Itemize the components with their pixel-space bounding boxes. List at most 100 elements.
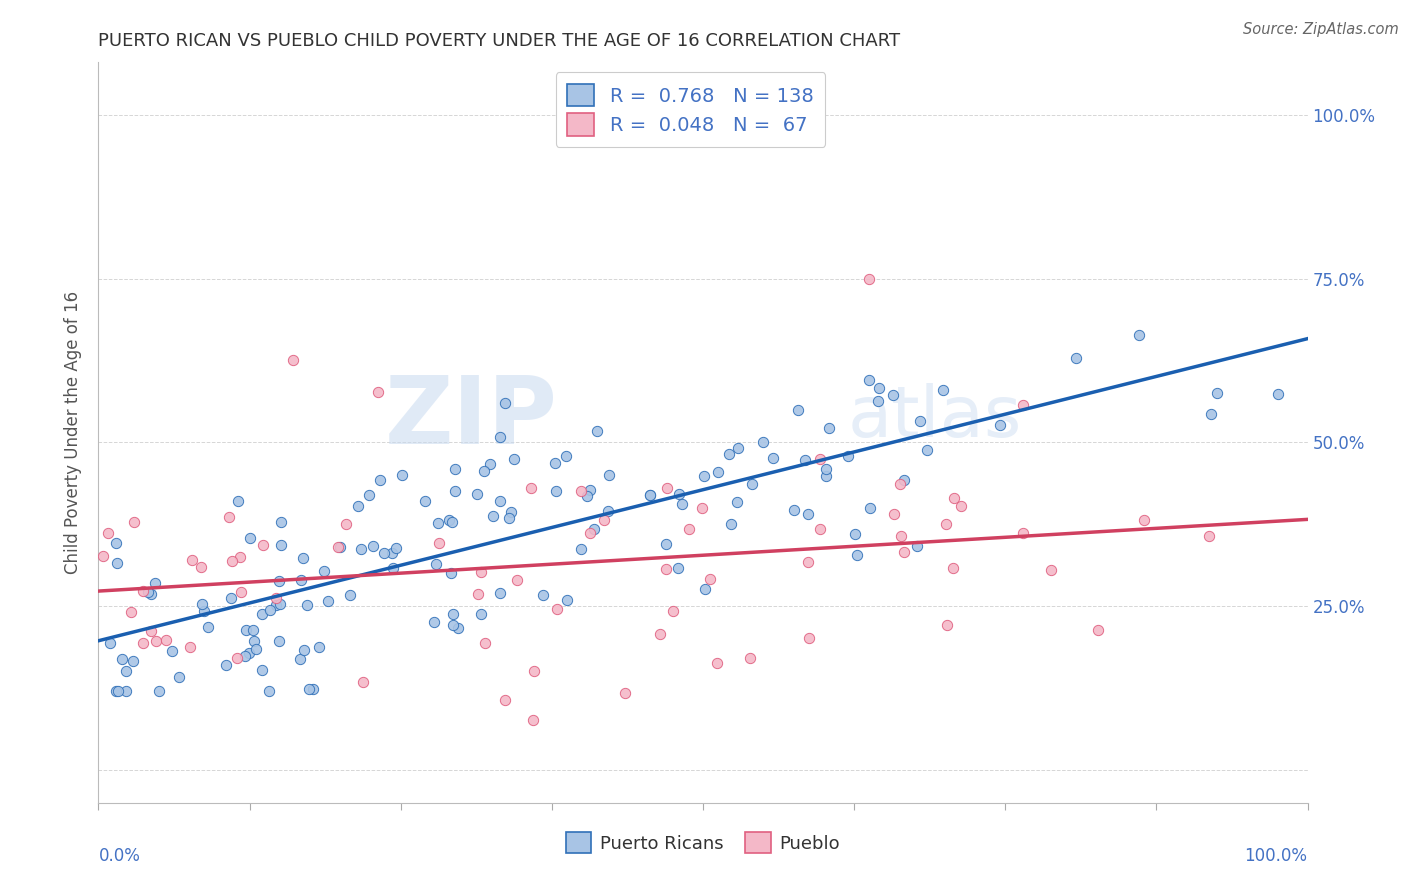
Text: 100.0%: 100.0% <box>1244 847 1308 865</box>
Point <box>239 531 262 545</box>
Point <box>936 617 959 632</box>
Point <box>141 587 163 601</box>
Point <box>269 574 291 588</box>
Point <box>381 546 404 560</box>
Text: PUERTO RICAN VS PUEBLO CHILD POVERTY UNDER THE AGE OF 16 CORRELATION CHART: PUERTO RICAN VS PUEBLO CHILD POVERTY UND… <box>98 32 901 50</box>
Point <box>908 414 931 428</box>
Point <box>640 488 662 502</box>
Point <box>883 507 905 521</box>
Point <box>441 617 464 632</box>
Point <box>373 546 395 560</box>
Point <box>846 548 869 562</box>
Point <box>1133 512 1156 526</box>
Point <box>367 384 389 399</box>
Point <box>474 636 496 650</box>
Point <box>297 598 319 612</box>
Point <box>678 522 700 536</box>
Point <box>671 497 693 511</box>
Point <box>441 516 464 530</box>
Point <box>797 508 820 522</box>
Point <box>120 605 142 619</box>
Point <box>932 384 955 398</box>
Point <box>494 396 516 410</box>
Point <box>143 576 166 591</box>
Point <box>250 607 273 622</box>
Point <box>859 500 882 515</box>
Point <box>110 652 132 666</box>
Point <box>229 549 252 564</box>
Point <box>638 488 661 502</box>
Point <box>115 684 138 698</box>
Point <box>252 538 274 552</box>
Point <box>544 456 567 470</box>
Point <box>141 624 163 638</box>
Point <box>425 558 447 572</box>
Point <box>259 603 281 617</box>
Point <box>1128 327 1150 342</box>
Point <box>520 481 543 495</box>
Point <box>470 566 492 580</box>
Point <box>890 528 912 542</box>
Point <box>413 494 436 508</box>
Point <box>472 464 495 478</box>
Point <box>585 424 607 438</box>
Point <box>91 549 114 564</box>
Point <box>1012 526 1035 541</box>
Point <box>523 665 546 679</box>
Point <box>235 624 257 638</box>
Point <box>444 483 467 498</box>
Point <box>1199 408 1222 422</box>
Point <box>1198 529 1220 543</box>
Point <box>668 561 690 575</box>
Point <box>470 607 492 622</box>
Point <box>426 516 449 530</box>
Point <box>555 593 578 607</box>
Point <box>382 561 405 575</box>
Point <box>423 615 446 629</box>
Point <box>868 381 890 395</box>
Point <box>893 545 915 559</box>
Point <box>741 477 763 491</box>
Point <box>467 487 489 501</box>
Point <box>569 541 592 556</box>
Point <box>1267 387 1289 401</box>
Point <box>582 521 605 535</box>
Point <box>654 537 676 551</box>
Point <box>335 517 357 532</box>
Point <box>238 646 260 660</box>
Point <box>290 574 312 588</box>
Point <box>693 468 716 483</box>
Point <box>350 542 373 557</box>
Point <box>720 517 742 532</box>
Point <box>312 565 335 579</box>
Point <box>717 447 740 461</box>
Point <box>132 636 155 650</box>
Point <box>347 499 370 513</box>
Point <box>662 604 685 618</box>
Point <box>132 584 155 599</box>
Point <box>814 469 837 483</box>
Point <box>145 633 167 648</box>
Point <box>292 642 315 657</box>
Point <box>942 561 965 575</box>
Point <box>264 591 287 606</box>
Point <box>107 683 129 698</box>
Point <box>391 467 413 482</box>
Point <box>761 451 783 466</box>
Point <box>699 572 721 586</box>
Point <box>488 493 510 508</box>
Point <box>179 640 201 655</box>
Point <box>614 685 637 699</box>
Point <box>437 512 460 526</box>
Point <box>546 601 568 615</box>
Point <box>250 663 273 677</box>
Point <box>482 508 505 523</box>
Point <box>578 526 600 541</box>
Point <box>598 468 620 483</box>
Point <box>695 582 717 596</box>
Point <box>122 654 145 668</box>
Point <box>837 449 859 463</box>
Point <box>793 452 815 467</box>
Point <box>326 540 349 554</box>
Point <box>368 473 391 487</box>
